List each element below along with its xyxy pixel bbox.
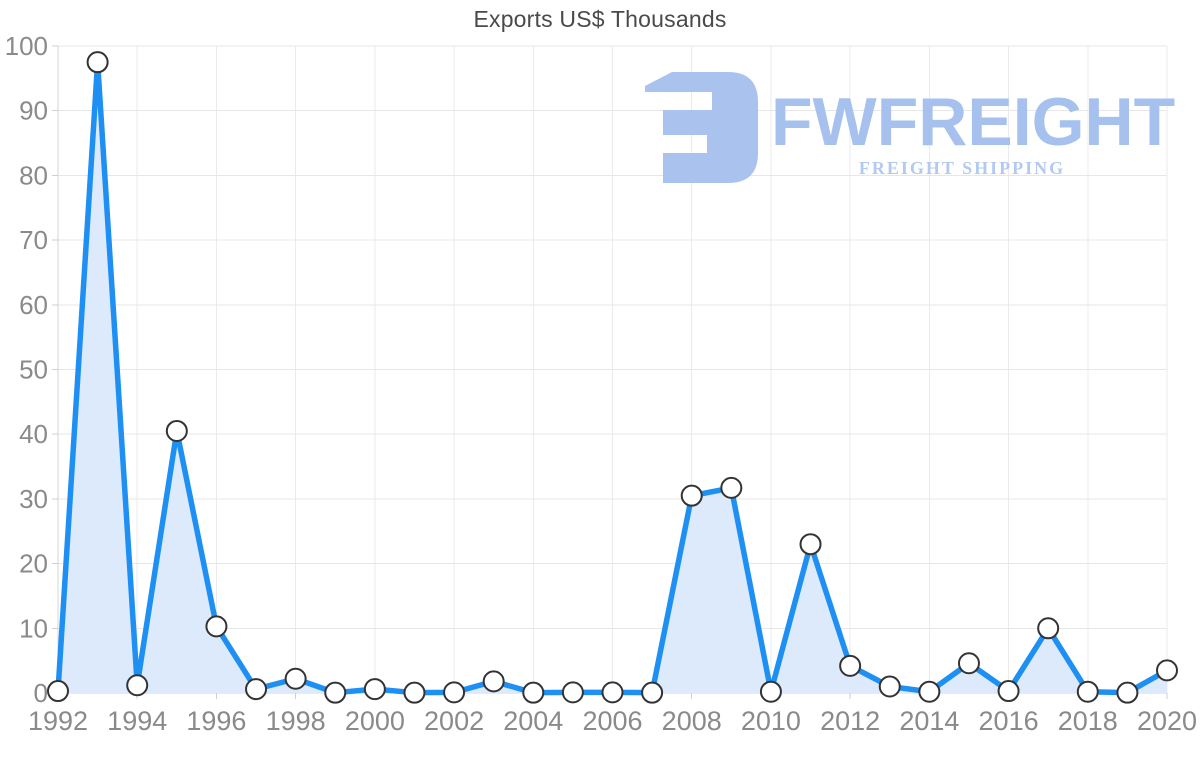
data-point-marker: [878, 675, 901, 698]
data-point-marker: [245, 678, 268, 701]
data-point-marker: [443, 681, 466, 704]
data-point-marker: [86, 51, 109, 74]
data-point-marker: [720, 476, 743, 499]
x-tick-label: 1996: [186, 706, 246, 736]
data-point-marker: [641, 681, 664, 704]
data-point-marker: [522, 681, 545, 704]
x-tick-label: 2012: [820, 706, 880, 736]
data-point-marker: [561, 681, 584, 704]
x-tick-label: 2002: [424, 706, 484, 736]
data-point-marker: [126, 674, 149, 697]
x-tick-label: 1994: [107, 706, 167, 736]
data-point-marker: [1037, 617, 1060, 640]
y-tick-label: 0: [34, 678, 48, 708]
x-tick-label: 2008: [662, 706, 722, 736]
x-tick-label: 1998: [266, 706, 326, 736]
data-point-marker: [1076, 680, 1099, 703]
area-fill: [58, 62, 1167, 694]
data-point-marker: [482, 670, 505, 693]
data-point-marker: [918, 680, 941, 703]
data-point-marker: [839, 654, 862, 677]
data-point-marker: [997, 680, 1020, 703]
data-point-marker: [403, 681, 426, 704]
data-point-marker: [1156, 659, 1178, 682]
y-tick-label: 20: [19, 549, 48, 579]
x-tick-label: 1992: [28, 706, 88, 736]
data-point-marker: [324, 681, 347, 704]
y-tick-label: 30: [19, 484, 48, 514]
x-tick-label: 2018: [1058, 706, 1118, 736]
y-tick-label: 90: [19, 96, 48, 126]
y-tick-label: 80: [19, 160, 48, 190]
data-point-marker: [957, 652, 980, 675]
x-tick-label: 2014: [899, 706, 959, 736]
data-point-marker: [284, 667, 307, 690]
y-tick-label: 70: [19, 225, 48, 255]
x-tick-label: 2004: [503, 706, 563, 736]
data-point-marker: [799, 533, 822, 556]
x-tick-label: 2020: [1137, 706, 1197, 736]
y-tick-label: 60: [19, 290, 48, 320]
data-point-marker: [601, 681, 624, 704]
data-point-marker: [205, 615, 228, 638]
data-point-marker: [759, 680, 782, 703]
data-point-marker: [1116, 681, 1139, 704]
data-point-marker: [47, 680, 69, 703]
x-tick-label: 2000: [345, 706, 405, 736]
x-tick-label: 2006: [582, 706, 642, 736]
data-point-marker: [680, 484, 703, 507]
x-tick-label: 2016: [979, 706, 1039, 736]
y-tick-label: 100: [5, 31, 48, 61]
data-point-marker: [363, 678, 386, 701]
x-tick-label: 2010: [741, 706, 801, 736]
y-tick-label: 50: [19, 355, 48, 385]
data-point-marker: [165, 419, 188, 442]
chart-title: Exports US$ Thousands: [473, 6, 727, 32]
y-tick-label: 10: [19, 613, 48, 643]
y-tick-label: 40: [19, 419, 48, 449]
